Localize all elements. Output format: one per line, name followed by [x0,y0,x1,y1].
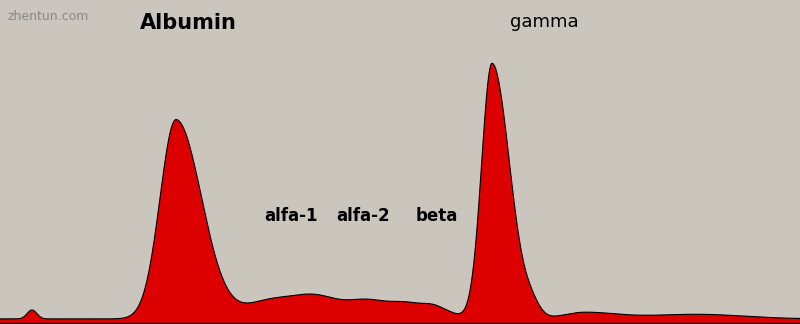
Text: alfa-1: alfa-1 [264,207,318,226]
Text: beta: beta [416,207,458,226]
Text: alfa-2: alfa-2 [336,207,390,226]
Text: zhentun.com: zhentun.com [8,10,90,23]
Text: gamma: gamma [510,13,578,31]
Text: Albumin: Albumin [140,13,237,33]
